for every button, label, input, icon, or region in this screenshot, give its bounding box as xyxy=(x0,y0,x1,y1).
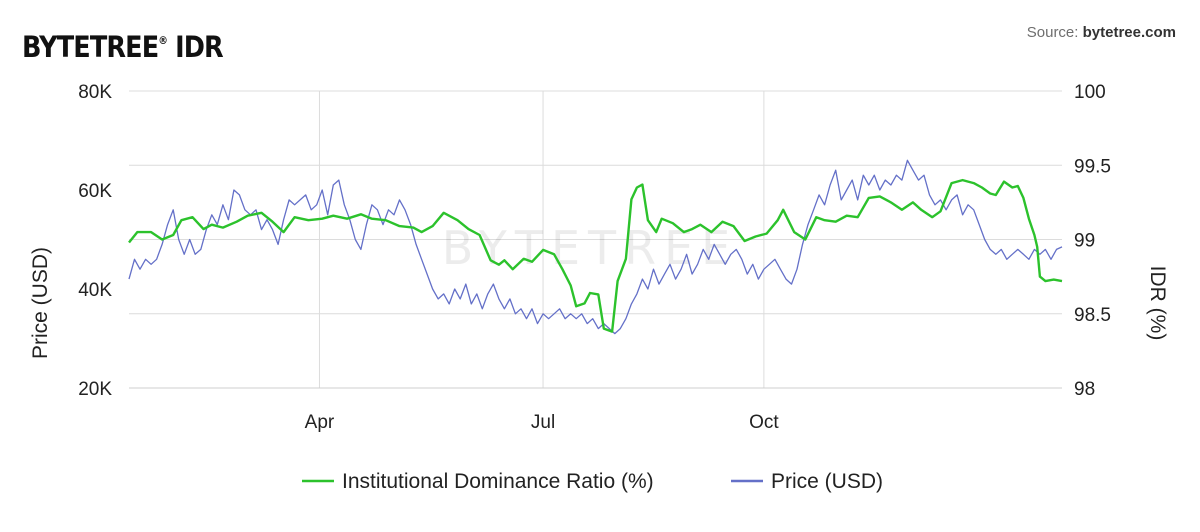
chart-title: BYTETREE® IDR xyxy=(22,30,224,64)
legend: Institutional Dominance Ratio (%) Price (… xyxy=(302,470,883,493)
left-tick-label: 20K xyxy=(78,379,112,400)
right-tick-label: 98 xyxy=(1074,379,1095,400)
right-tick-label: 100 xyxy=(1074,82,1106,103)
right-tick-label: 98.5 xyxy=(1074,305,1111,326)
right-axis-ticks: 98 98.5 99 99.5 100 xyxy=(1074,82,1111,400)
left-tick-label: 40K xyxy=(78,280,112,301)
title-suffix: IDR xyxy=(175,30,224,64)
right-tick-label: 99 xyxy=(1074,231,1095,252)
title-brand: BYTETREE xyxy=(22,30,159,64)
source-note: Source: bytetree.com xyxy=(1027,24,1176,41)
left-tick-label: 80K xyxy=(78,82,112,103)
series-price-line[interactable] xyxy=(128,159,1063,335)
legend-label: Price (USD) xyxy=(771,470,883,493)
x-axis-ticks: Apr Jul Oct xyxy=(305,412,780,433)
right-axis-title: IDR (%) xyxy=(1146,266,1169,341)
series-layer xyxy=(128,159,1063,335)
x-tick-label: Jul xyxy=(531,412,555,433)
left-axis-ticks: 20K 40K 60K 80K xyxy=(78,82,112,400)
source-prefix: Source: xyxy=(1026,24,1079,41)
right-tick-label: 99.5 xyxy=(1074,156,1111,177)
legend-label: Institutional Dominance Ratio (%) xyxy=(342,470,654,493)
x-tick-label: Apr xyxy=(305,412,335,433)
legend-item-idr[interactable]: Institutional Dominance Ratio (%) xyxy=(302,470,654,493)
registered-mark: ® xyxy=(158,34,168,47)
source-link[interactable]: bytetree.com xyxy=(1082,24,1176,41)
legend-item-price[interactable]: Price (USD) xyxy=(731,470,883,493)
x-tick-label: Oct xyxy=(749,412,779,433)
left-tick-label: 60K xyxy=(78,181,112,202)
series-idr-line[interactable] xyxy=(128,178,1063,333)
left-axis-title: Price (USD) xyxy=(29,247,52,359)
